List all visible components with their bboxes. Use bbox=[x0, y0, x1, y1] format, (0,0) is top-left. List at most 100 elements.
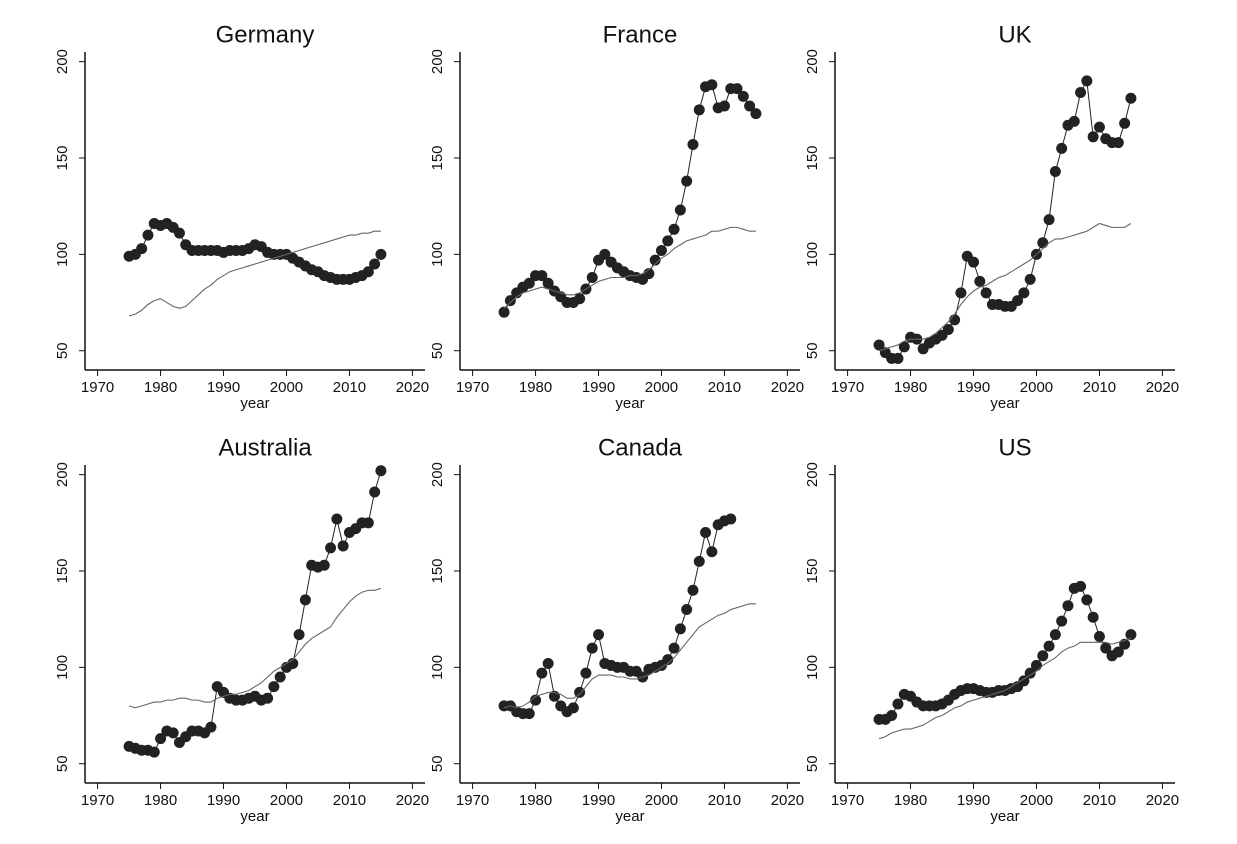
y-tick-label: 100 bbox=[54, 242, 71, 267]
data-point bbox=[536, 667, 548, 679]
data-point bbox=[668, 642, 680, 654]
y-tick-label: 150 bbox=[54, 558, 71, 583]
panel: Canada 50 100 150 200 1970 1980 1990 2000 2010 202… bbox=[429, 434, 804, 825]
y-tick-label: 200 bbox=[804, 49, 821, 74]
x-tick-label: 2010 bbox=[1083, 379, 1116, 396]
x-axis-label: year bbox=[240, 395, 269, 412]
data-point bbox=[155, 733, 167, 745]
data-point bbox=[1018, 287, 1030, 299]
data-point bbox=[687, 584, 699, 596]
x-tick-label: 2010 bbox=[1083, 792, 1116, 809]
data-point bbox=[955, 287, 967, 299]
data-point bbox=[1112, 646, 1124, 658]
x-tick-label: 1990 bbox=[957, 379, 990, 396]
data-point bbox=[706, 79, 718, 91]
data-point bbox=[649, 254, 661, 266]
data-point bbox=[1100, 642, 1112, 654]
x-tick-label: 1980 bbox=[144, 379, 177, 396]
data-point bbox=[662, 654, 674, 666]
x-tick-label: 1990 bbox=[207, 792, 240, 809]
data-point bbox=[1030, 659, 1042, 671]
x-axis-label: year bbox=[990, 395, 1019, 412]
data-point bbox=[1093, 631, 1105, 643]
data-point bbox=[1068, 115, 1080, 127]
data-point bbox=[662, 235, 674, 247]
data-point bbox=[599, 248, 611, 260]
x-tick-label: 2020 bbox=[1146, 792, 1179, 809]
data-point bbox=[1075, 86, 1087, 98]
data-point bbox=[687, 139, 699, 151]
y-tick-label: 50 bbox=[54, 755, 71, 772]
x-tick-label: 2000 bbox=[645, 379, 678, 396]
data-point bbox=[173, 227, 185, 239]
data-point bbox=[974, 275, 986, 287]
data-point bbox=[942, 324, 954, 336]
data-point bbox=[567, 702, 579, 714]
data-point bbox=[873, 339, 885, 351]
data-point bbox=[731, 83, 743, 95]
panel-title: France bbox=[603, 21, 678, 48]
data-point bbox=[693, 104, 705, 116]
data-point bbox=[1062, 600, 1074, 612]
x-axis-label: year bbox=[240, 808, 269, 825]
data-point bbox=[542, 277, 554, 289]
panel: UK 50 100 150 200 1970 1980 1990 2000 2010 2020 yea… bbox=[804, 21, 1179, 412]
x-tick-label: 1990 bbox=[582, 379, 615, 396]
y-tick-label: 100 bbox=[54, 655, 71, 680]
panel-title: Australia bbox=[218, 434, 312, 461]
data-point bbox=[498, 306, 510, 318]
x-tick-label: 1980 bbox=[894, 379, 927, 396]
x-axis-label: year bbox=[990, 808, 1019, 825]
y-tick-label: 100 bbox=[429, 242, 446, 267]
x-tick-label: 2000 bbox=[1020, 379, 1053, 396]
y-tick-label: 200 bbox=[54, 49, 71, 74]
data-point bbox=[1125, 629, 1137, 641]
data-point bbox=[1093, 121, 1105, 133]
data-point bbox=[274, 671, 286, 683]
data-point bbox=[1075, 580, 1087, 592]
y-tick-label: 200 bbox=[429, 462, 446, 487]
y-tick-label: 150 bbox=[429, 145, 446, 170]
x-tick-label: 2010 bbox=[333, 792, 366, 809]
y-tick-label: 50 bbox=[54, 342, 71, 359]
data-point bbox=[586, 271, 598, 283]
data-point bbox=[1087, 611, 1099, 623]
data-point bbox=[1037, 650, 1049, 662]
data-point bbox=[362, 266, 374, 278]
y-tick-label: 150 bbox=[804, 558, 821, 583]
data-point bbox=[1024, 667, 1036, 679]
data-point bbox=[1112, 137, 1124, 149]
data-point bbox=[504, 295, 516, 307]
data-point bbox=[1081, 75, 1093, 87]
data-point bbox=[681, 604, 693, 616]
data-point bbox=[593, 629, 605, 641]
series-line bbox=[878, 222, 1132, 352]
x-tick-label: 2020 bbox=[1146, 379, 1179, 396]
data-point bbox=[1056, 142, 1068, 154]
x-tick-label: 1990 bbox=[957, 792, 990, 809]
data-point bbox=[369, 486, 381, 498]
data-point bbox=[1037, 237, 1049, 249]
data-point bbox=[1119, 117, 1131, 129]
data-point bbox=[898, 341, 910, 353]
data-point bbox=[668, 223, 680, 235]
data-point bbox=[949, 314, 961, 326]
series-line bbox=[878, 637, 1132, 740]
x-axis-label: year bbox=[615, 808, 644, 825]
data-point bbox=[1024, 273, 1036, 285]
x-tick-label: 1970 bbox=[456, 379, 489, 396]
y-tick-label: 50 bbox=[429, 342, 446, 359]
data-point bbox=[1125, 92, 1137, 104]
series-line bbox=[128, 587, 382, 709]
y-tick-label: 150 bbox=[54, 145, 71, 170]
data-point bbox=[142, 229, 154, 241]
data-point bbox=[681, 175, 693, 187]
data-point bbox=[369, 258, 381, 270]
data-point bbox=[299, 594, 311, 606]
data-point bbox=[293, 629, 305, 641]
x-tick-label: 1990 bbox=[582, 792, 615, 809]
data-point bbox=[586, 642, 598, 654]
data-point bbox=[375, 465, 387, 477]
data-point bbox=[886, 710, 898, 722]
data-point bbox=[542, 658, 554, 670]
